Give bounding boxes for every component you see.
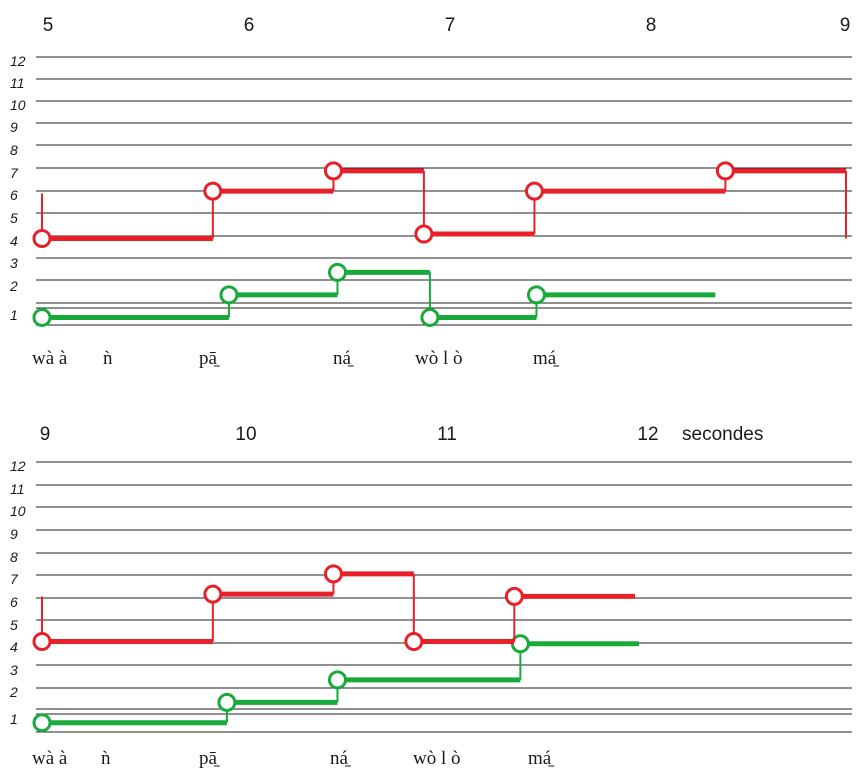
time-label: 11 bbox=[437, 424, 457, 445]
staff-lines bbox=[36, 57, 852, 325]
green-onset-marker bbox=[528, 287, 544, 303]
time-label: 8 bbox=[646, 15, 657, 36]
level-label: 8 bbox=[10, 549, 18, 565]
time-label: 12 bbox=[637, 424, 658, 445]
level-label: 12 bbox=[10, 53, 26, 69]
syllable: ǹ bbox=[101, 748, 111, 769]
level-label: 3 bbox=[10, 255, 18, 271]
red-onset-marker bbox=[526, 183, 542, 199]
level-label: 2 bbox=[9, 684, 18, 700]
red-onset-marker bbox=[325, 163, 341, 179]
red-onset-marker bbox=[406, 634, 422, 650]
red-onset-marker bbox=[34, 231, 50, 247]
level-label: 10 bbox=[10, 97, 26, 113]
level-label: 10 bbox=[10, 503, 26, 519]
syllable: pā̠ bbox=[199, 748, 220, 769]
red-onset-marker bbox=[205, 586, 221, 602]
red-onset-marker bbox=[506, 588, 522, 604]
level-label: 7 bbox=[10, 571, 19, 587]
syllable: ná̠ bbox=[330, 748, 351, 769]
green-onset-marker bbox=[329, 264, 345, 280]
syllable: wò l ò bbox=[415, 348, 463, 369]
level-label: 8 bbox=[10, 142, 18, 158]
level-label: 6 bbox=[10, 594, 18, 610]
syllable: wò l ò bbox=[413, 748, 461, 769]
red-onset-marker bbox=[325, 566, 341, 582]
level-label: 9 bbox=[10, 119, 18, 135]
syllable-row: wà à ǹ pā̠ ná̠ wò l ò má̠ bbox=[32, 748, 554, 769]
level-label: 7 bbox=[10, 165, 19, 181]
red-onset-marker bbox=[205, 183, 221, 199]
green-onset-marker bbox=[34, 309, 50, 325]
time-label: 5 bbox=[43, 15, 54, 36]
time-axis-labels: 5 6 7 8 9 bbox=[43, 15, 851, 36]
level-label: 2 bbox=[9, 278, 18, 294]
staff-lines bbox=[36, 462, 852, 732]
level-label: 5 bbox=[10, 617, 18, 633]
contour-layer bbox=[34, 163, 846, 326]
syllable: pā̠ bbox=[199, 348, 220, 369]
time-unit-label: secondes bbox=[682, 424, 763, 445]
green-onset-marker bbox=[329, 672, 345, 688]
time-label: 9 bbox=[40, 424, 51, 445]
level-label: 1 bbox=[10, 711, 18, 727]
green-onset-marker bbox=[34, 715, 50, 731]
syllable: wà à bbox=[32, 348, 68, 369]
syllable: má̠ bbox=[528, 748, 554, 769]
level-labels: 12 11 10 9 8 7 6 5 4 3 2 1 bbox=[9, 458, 26, 727]
panel-1: 5 6 7 8 9 12 11 10 9 8 bbox=[9, 15, 852, 369]
level-label: 9 bbox=[10, 526, 18, 542]
green-onset-marker bbox=[422, 309, 438, 325]
red-onset-marker bbox=[34, 634, 50, 650]
level-label: 4 bbox=[10, 233, 18, 249]
green-onset-marker bbox=[221, 287, 237, 303]
level-label: 3 bbox=[10, 662, 18, 678]
time-label: 7 bbox=[445, 15, 456, 36]
level-label: 11 bbox=[10, 75, 25, 91]
level-label: 4 bbox=[10, 639, 18, 655]
syllable: ná̠ bbox=[333, 348, 354, 369]
contour-layer bbox=[34, 566, 639, 731]
level-label: 5 bbox=[10, 210, 18, 226]
panel-2: 9 10 11 12 secondes 12 11 10 9 bbox=[9, 424, 852, 769]
syllable: wà à bbox=[32, 748, 68, 769]
time-axis-labels: 9 10 11 12 secondes bbox=[40, 424, 764, 445]
level-label: 1 bbox=[10, 307, 18, 323]
level-label: 12 bbox=[10, 458, 26, 474]
level-label: 11 bbox=[10, 481, 25, 497]
level-label: 6 bbox=[10, 187, 18, 203]
syllable-row: wà à ǹ pā̠ ná̠ wò l ò má̠ bbox=[32, 348, 559, 369]
time-label: 9 bbox=[840, 15, 851, 36]
time-label: 6 bbox=[244, 15, 255, 36]
green-onset-marker bbox=[219, 694, 235, 710]
red-onset-marker bbox=[416, 226, 432, 242]
red-onset-marker bbox=[717, 163, 733, 179]
time-label: 10 bbox=[235, 424, 256, 445]
syllable: má̠ bbox=[533, 348, 559, 369]
level-labels: 12 11 10 9 8 7 6 5 4 3 2 1 bbox=[9, 53, 26, 323]
syllable: ǹ bbox=[103, 348, 113, 369]
